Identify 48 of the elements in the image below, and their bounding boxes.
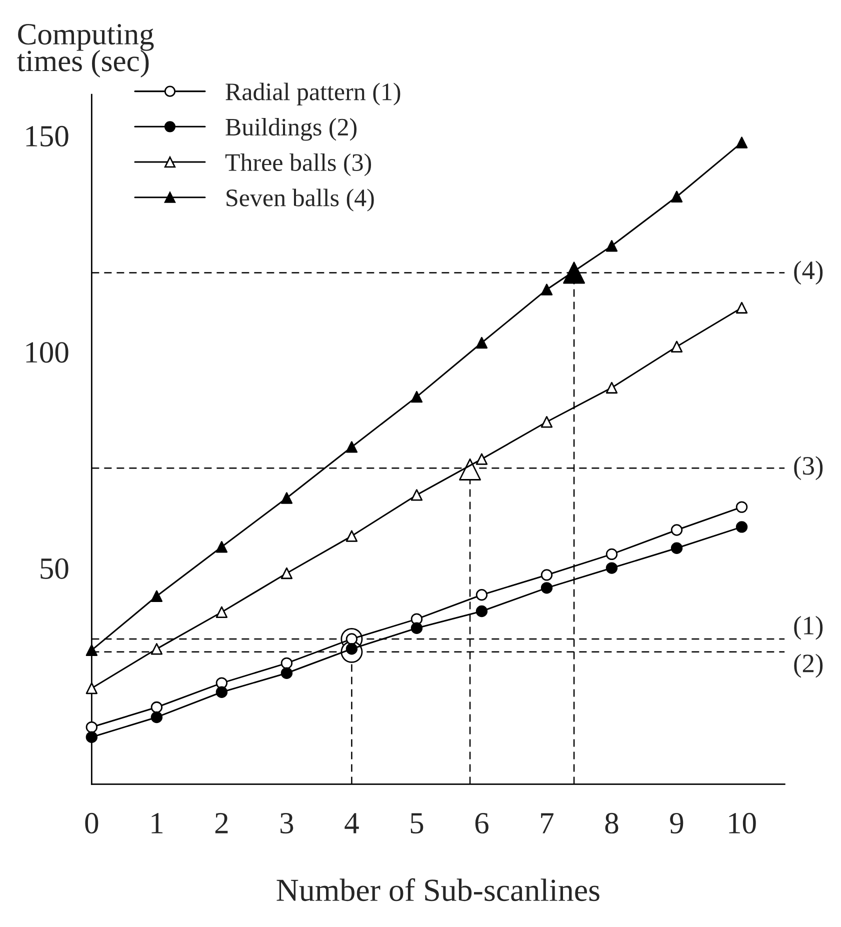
x-tick-label: 8 <box>605 812 618 834</box>
point <box>216 541 228 553</box>
point <box>476 453 488 465</box>
x-tick-label: 3 <box>280 812 294 834</box>
point <box>736 302 748 314</box>
point <box>280 567 293 580</box>
point <box>346 441 358 453</box>
x-axis-title: Number of Sub-scanlines <box>276 878 600 902</box>
point <box>476 336 488 349</box>
point <box>670 340 683 352</box>
text: (4) <box>794 260 823 285</box>
point <box>150 590 163 602</box>
legend-label: Buildings (2) <box>226 118 356 141</box>
point <box>670 190 683 202</box>
y-tick-label: 150 <box>26 126 68 147</box>
point <box>86 682 98 694</box>
point <box>216 606 228 618</box>
x-tick-label: 4 <box>344 813 359 834</box>
point <box>563 262 586 284</box>
point <box>606 382 618 394</box>
text: (2) <box>794 654 823 678</box>
point <box>86 644 98 656</box>
x-tick-label: 10 <box>729 812 756 834</box>
point <box>540 416 553 428</box>
y-axis-title: Computing times (sec) <box>17 24 154 78</box>
legend-label: Seven balls (4) <box>226 188 374 212</box>
x-tick-label: 9 <box>670 812 684 834</box>
legend-label: Radial pattern (1) <box>226 82 400 106</box>
point <box>280 492 293 504</box>
point <box>410 489 423 501</box>
legend-label: Three balls (3) <box>225 153 372 176</box>
point <box>459 458 482 480</box>
text: (3) <box>794 456 823 480</box>
point <box>540 284 553 296</box>
x-tick-label: 2 <box>215 812 228 834</box>
point <box>736 136 748 148</box>
x-tick-label: 0 <box>85 812 98 834</box>
text: (1) <box>794 616 823 640</box>
y-tick-label: 100 <box>26 342 68 363</box>
point <box>150 643 163 655</box>
x-tick-label: 7 <box>541 813 554 834</box>
x-tick-label: 1 <box>152 813 162 834</box>
x-tick-label: 6 <box>475 812 488 834</box>
point <box>410 390 423 403</box>
x-tick-label: 5 <box>410 813 424 834</box>
point <box>606 240 618 252</box>
point <box>346 530 358 542</box>
y-tick-label: 50 <box>40 558 68 579</box>
